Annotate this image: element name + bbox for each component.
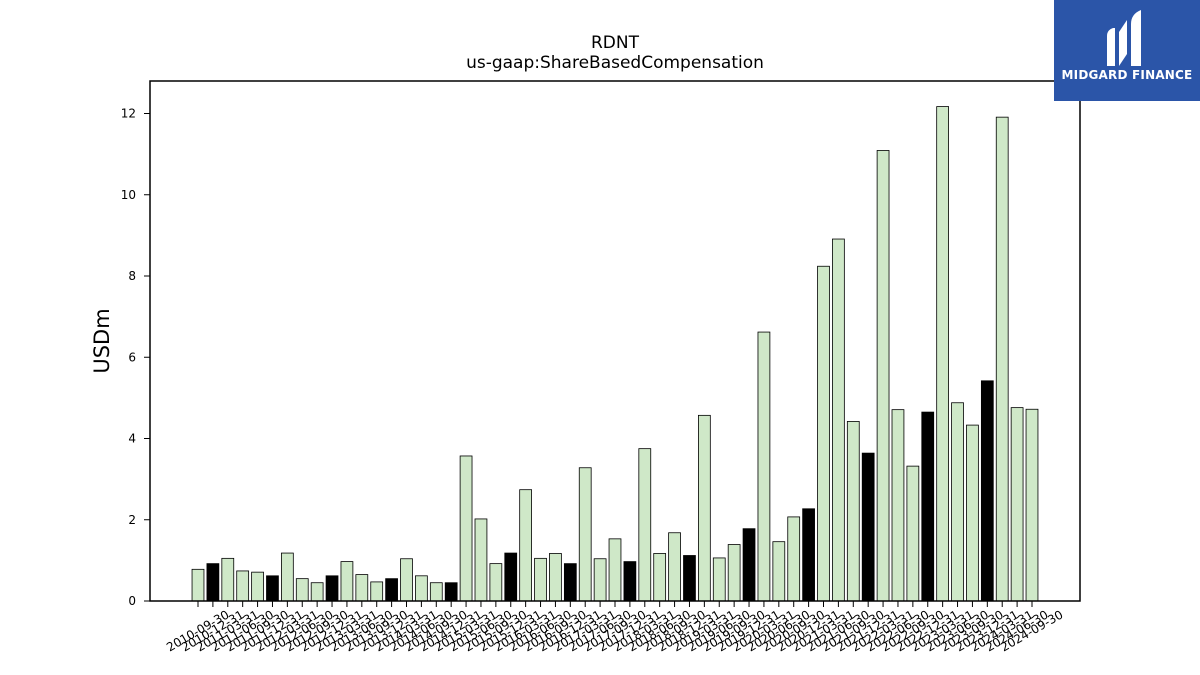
chart-subtitle: us-gaap:ShareBasedCompensation [466, 53, 764, 73]
bar [429, 582, 443, 602]
y-tick-label: 10 [121, 188, 136, 202]
bar [906, 465, 920, 602]
bar [846, 421, 860, 602]
bar [727, 544, 741, 602]
bar [355, 574, 369, 602]
bar [742, 528, 756, 602]
bars-group [191, 106, 1039, 602]
bar [221, 557, 235, 602]
bar [251, 571, 264, 602]
bar [668, 532, 681, 602]
bar [638, 448, 652, 602]
bar [861, 452, 875, 602]
bar [280, 552, 294, 602]
bar [1025, 408, 1039, 602]
y-tick-label: 2 [128, 513, 136, 527]
bar [623, 561, 637, 602]
bar [876, 150, 890, 602]
bar [504, 552, 518, 602]
bar [683, 555, 696, 602]
bar [593, 558, 607, 602]
logo-text: MIDGARD FINANCE [1061, 68, 1193, 82]
bar [444, 582, 458, 602]
bar [921, 411, 935, 602]
bar [519, 489, 533, 602]
bar [951, 402, 964, 602]
y-axis: 0 2 4 6 8 10 12 [121, 107, 150, 608]
bar [191, 568, 205, 602]
bar [832, 238, 845, 602]
bar [325, 575, 339, 602]
midgard-finance-logo: MIDGARD FINANCE [1054, 0, 1200, 101]
bar [817, 265, 830, 602]
bar [802, 508, 815, 602]
bar [787, 516, 801, 602]
y-tick-label: 8 [128, 269, 136, 283]
bar [653, 553, 667, 602]
bar [966, 424, 979, 602]
bar [980, 380, 994, 602]
bar [206, 563, 220, 602]
bar [936, 106, 950, 602]
bar [489, 563, 503, 602]
logo-mark-icon [1107, 10, 1141, 66]
bar [995, 116, 1009, 602]
x-axis: 2010-09-302010-12-312011-03-312011-06-30… [164, 601, 1066, 654]
bar [757, 331, 771, 602]
bar [266, 575, 279, 602]
plot-frame [149, 80, 1081, 602]
bar [772, 541, 786, 602]
bar [563, 563, 577, 602]
y-tick-label: 6 [128, 350, 136, 364]
bar [1010, 407, 1024, 602]
bar [474, 518, 488, 602]
bar [370, 581, 384, 602]
bar [712, 557, 726, 602]
y-tick-label: 4 [128, 432, 136, 446]
bar [891, 409, 905, 602]
bar [400, 558, 413, 602]
bar [578, 467, 592, 602]
chart-title: RDNT [591, 33, 640, 53]
y-tick-label: 0 [128, 594, 136, 608]
bar [415, 575, 428, 602]
bar [459, 455, 473, 602]
bar [608, 538, 622, 602]
bar [549, 553, 562, 602]
y-axis-label: USDm [90, 308, 114, 373]
bar [385, 578, 398, 602]
y-tick-label: 12 [121, 107, 136, 121]
bar [295, 578, 309, 602]
bar [698, 414, 711, 602]
bar [534, 557, 547, 602]
bar [310, 582, 324, 602]
bar [340, 561, 354, 602]
bar [236, 570, 250, 602]
